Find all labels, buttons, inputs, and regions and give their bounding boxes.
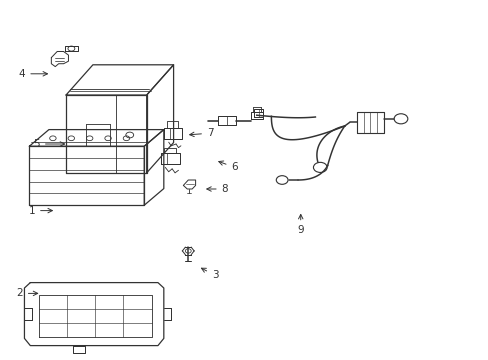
Text: 2: 2 xyxy=(16,288,38,298)
Text: 3: 3 xyxy=(201,268,218,280)
Text: 8: 8 xyxy=(206,184,228,194)
Text: 1: 1 xyxy=(28,206,52,216)
Text: 5: 5 xyxy=(33,139,64,149)
Text: 7: 7 xyxy=(189,128,213,138)
Text: 6: 6 xyxy=(218,161,238,172)
Text: 4: 4 xyxy=(19,69,47,79)
Text: 9: 9 xyxy=(297,215,304,235)
